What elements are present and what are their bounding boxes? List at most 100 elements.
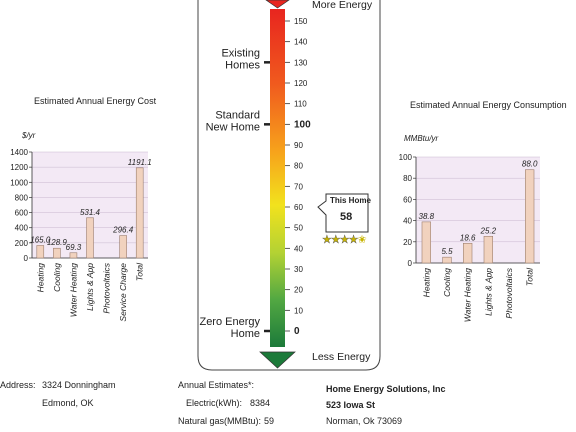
scale-tick-label: 60 xyxy=(294,203,303,212)
bar xyxy=(525,169,535,264)
bar xyxy=(135,167,144,259)
cost-chart-title: Estimated Annual Energy Cost xyxy=(34,96,157,106)
bar-value-label: 25.2 xyxy=(480,226,497,235)
bar xyxy=(69,252,78,259)
y-tick-label: 600 xyxy=(15,209,29,218)
marker-label: Homes xyxy=(225,59,260,71)
bar-value-label: 531.4 xyxy=(80,208,101,217)
star-icon: ★ xyxy=(339,234,350,246)
plot-area xyxy=(416,157,540,263)
x-tick-label: Total xyxy=(525,267,535,286)
company-name: Home Energy Solutions, Inc xyxy=(326,384,446,394)
x-tick-label: Lights & App xyxy=(85,263,95,311)
scale-tick-label: 20 xyxy=(294,286,303,295)
x-tick-label: Heating xyxy=(421,268,431,298)
gas-label: Natural gas(MMBtu): xyxy=(178,416,262,426)
bar-value-label: 69.3 xyxy=(66,243,82,252)
cost-bar-chart: 0 200 400 600 800 1000 1200 1400 165.0 Heating 128… xyxy=(10,148,152,322)
electric-value: 8384 xyxy=(250,398,271,408)
y-tick-label: 80 xyxy=(403,174,412,183)
scale-tick-label: 130 xyxy=(294,58,308,67)
bar xyxy=(86,217,94,259)
bar-value-label: 5.5 xyxy=(441,247,453,256)
scale-tick-label: 70 xyxy=(294,182,303,191)
consumption-chart-title: Estimated Annual Energy Consumption xyxy=(410,100,567,110)
bar-value-label: 88.0 xyxy=(522,160,538,169)
consumption-unit-label: MMBtu/yr xyxy=(404,134,439,143)
y-tick-label: 20 xyxy=(403,238,412,247)
y-tick-label: 400 xyxy=(15,224,29,233)
scale-tick-label: 100 xyxy=(294,119,311,130)
scale-tick-label: 150 xyxy=(294,17,308,26)
star-icon: ★ xyxy=(330,234,341,246)
bar-value-label: 128.9 xyxy=(47,238,68,247)
scale-tick-label: 40 xyxy=(294,244,303,253)
star-rating: ★★★★✬ xyxy=(322,233,367,246)
scale-tick-label: 50 xyxy=(294,224,303,233)
scale-tick-label: 120 xyxy=(294,79,308,88)
electric-label: Electric(kWh): xyxy=(186,398,242,408)
x-tick-label: Total xyxy=(135,262,145,281)
consumption-bar-chart: 0 20 40 60 80 100 38.8 Heating 5.5 Cooling 18.6 Wat… xyxy=(399,153,540,322)
address-line1: 3324 Donningham xyxy=(42,380,116,390)
bar xyxy=(119,235,127,259)
estimates-title: Annual Estimates*: xyxy=(178,380,255,390)
energy-gradient-bar xyxy=(270,9,285,347)
x-tick-label: Water Heating xyxy=(463,268,473,322)
cost-unit-label: $/yr xyxy=(22,131,36,140)
x-tick-label: Service Charge xyxy=(118,263,128,322)
this-home-value: 58 xyxy=(340,211,353,223)
y-tick-label: 0 xyxy=(408,259,413,268)
scale-tick-label: 110 xyxy=(294,100,307,109)
energy-scale: 1501401301201101009080706050403020100Exi… xyxy=(197,0,381,371)
marker-label: Existing xyxy=(221,47,260,59)
scale-tick-label: 140 xyxy=(294,38,308,47)
bar xyxy=(421,221,431,264)
scale-tick-label: 30 xyxy=(294,265,303,274)
more-energy-arrow xyxy=(265,0,290,9)
x-tick-label: Lights & App xyxy=(483,268,493,316)
more-energy-label: More Energy xyxy=(312,0,373,11)
bar-value-label: 18.6 xyxy=(460,233,476,242)
bar xyxy=(483,235,493,264)
y-tick-label: 800 xyxy=(15,193,29,202)
scale-tick-label: 10 xyxy=(294,306,303,315)
y-tick-label: 1000 xyxy=(10,178,28,187)
less-energy-arrow xyxy=(259,351,296,369)
marker-label: Standard xyxy=(215,109,260,121)
y-tick-label: 100 xyxy=(399,153,413,162)
x-tick-label: Water Heating xyxy=(68,263,78,317)
bar xyxy=(442,256,452,264)
marker-label: New Home xyxy=(206,121,260,133)
x-tick-label: Photovoltaics xyxy=(504,267,514,318)
y-tick-label: 1400 xyxy=(10,148,28,157)
bar-value-label: 38.8 xyxy=(419,212,435,221)
scale-frame xyxy=(197,0,381,371)
half-star-icon: ✬ xyxy=(357,234,367,246)
bar-value-label: 165.0 xyxy=(30,236,51,245)
address-label: Address: xyxy=(0,380,36,390)
y-tick-label: 40 xyxy=(403,217,412,226)
bar xyxy=(463,242,473,264)
x-tick-label: Heating xyxy=(35,263,45,293)
bar xyxy=(53,247,61,259)
marker-label: Home xyxy=(231,328,260,340)
x-tick-label: Cooling xyxy=(442,268,452,297)
bar-value-label: 296.4 xyxy=(112,226,134,235)
y-tick-label: 60 xyxy=(403,195,412,204)
this-home-badge: This Home 58 xyxy=(316,193,371,233)
y-tick-label: 1200 xyxy=(10,163,28,172)
marker-label: Zero Energy xyxy=(199,316,260,328)
x-tick-label: Photovoltaics xyxy=(102,262,112,313)
scale-tick-label: 80 xyxy=(294,162,303,171)
gas-value: 59 xyxy=(264,416,275,426)
x-tick-label: Cooling xyxy=(52,263,62,292)
bar-value-label: 1191.1 xyxy=(128,158,152,167)
address-line2: Edmond, OK xyxy=(42,398,94,408)
less-energy-label: Less Energy xyxy=(312,351,371,363)
company-street: 523 Iowa St xyxy=(326,400,376,410)
scale-tick-label: 90 xyxy=(294,141,303,150)
star-icon: ★ xyxy=(322,234,332,246)
bar xyxy=(36,245,45,259)
company-city: Norman, Ok 73069 xyxy=(326,416,403,426)
